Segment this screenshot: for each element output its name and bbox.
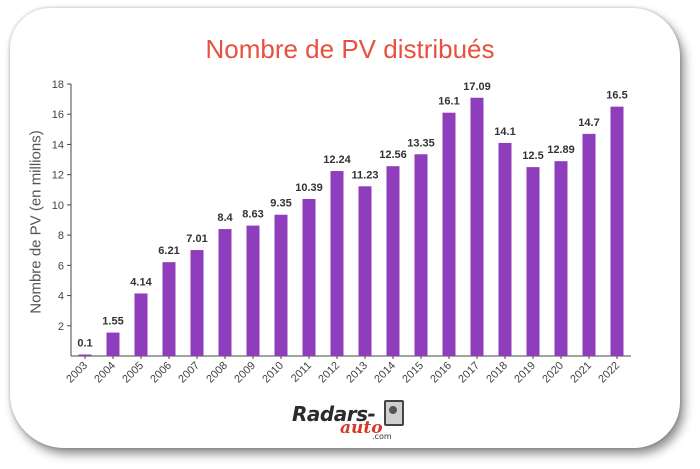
x-ticks: 2003 2004 2005 2006 2007 2008 2009 2010 2011 2012…: [64, 356, 622, 385]
y-tick-label: 2: [58, 321, 64, 333]
x-tick-label-2008: 2008: [204, 360, 230, 386]
value-label-2009: 8.63: [242, 209, 263, 221]
value-labels: 0.1 1.55 4.14 6.21 7.01 8.4 8.63 9.35 10.39 12.24…: [77, 81, 627, 350]
x-tick-label-2006: 2006: [148, 360, 174, 386]
x-tick-label-2012: 2012: [316, 360, 342, 386]
y-tick-label: 10: [52, 200, 64, 212]
logo-text-sub: auto: [340, 418, 383, 438]
y-tick-label: 16: [52, 109, 64, 121]
y-tick-label: 18: [52, 79, 64, 91]
x-tick-label-2018: 2018: [484, 360, 510, 386]
x-tick-label-2013: 2013: [344, 360, 370, 386]
value-label-2011: 10.39: [295, 182, 323, 194]
x-tick-label-2015: 2015: [400, 360, 426, 386]
x-tick-label-2010: 2010: [260, 360, 286, 386]
logo-text-main: Radars-: [292, 402, 376, 426]
x-tick-label-2004: 2004: [92, 360, 118, 386]
bar-2007: [190, 250, 204, 356]
chart-card: [10, 8, 680, 448]
value-label-2018: 14.1: [494, 126, 515, 138]
bar-2009: [246, 225, 260, 356]
bar-2013: [358, 186, 372, 356]
x-tick-label-2009: 2009: [232, 360, 258, 386]
value-label-2004: 1.55: [102, 316, 123, 328]
bar-2019: [526, 167, 540, 356]
bars: [78, 97, 624, 357]
bar-2004: [106, 332, 120, 356]
x-tick-label-2017: 2017: [456, 360, 482, 386]
value-label-2020: 12.89: [547, 144, 575, 156]
x-tick-label-2005: 2005: [120, 360, 146, 386]
value-label-2006: 6.21: [158, 245, 179, 257]
bar-2005: [134, 293, 148, 356]
y-ticks: 2 4 6 8 10 12 14 16 18: [52, 79, 71, 333]
bar-2015: [414, 154, 428, 356]
value-label-2015: 13.35: [407, 137, 435, 149]
bar-2021: [582, 133, 596, 356]
y-tick-label: 6: [58, 260, 64, 272]
y-tick-label: 4: [58, 291, 64, 303]
bar-2017: [470, 97, 484, 357]
x-tick-label-2020: 2020: [540, 360, 566, 386]
y-tick-label: 8: [58, 230, 64, 242]
x-tick-label-2011: 2011: [289, 360, 314, 385]
y-tick-label: 14: [52, 139, 64, 151]
value-label-2012: 12.24: [323, 154, 351, 166]
logo-text-domain: .com: [372, 432, 392, 441]
y-tick-label: 12: [52, 170, 64, 182]
bar-2006: [162, 262, 176, 356]
radars-auto-logo: Radars- auto .com: [292, 398, 412, 444]
value-label-2021: 14.7: [578, 117, 599, 129]
bar-2016: [442, 112, 456, 356]
value-label-2013: 11.23: [352, 169, 379, 181]
x-tick-label-2007: 2007: [176, 360, 202, 386]
value-label-2010: 9.35: [270, 198, 291, 210]
bar-2012: [330, 171, 344, 356]
x-tick-label-2022: 2022: [596, 360, 622, 386]
x-tick-label-2019: 2019: [512, 360, 538, 386]
value-label-2022: 16.5: [606, 90, 627, 102]
value-label-2003: 0.1: [77, 337, 92, 349]
x-tick-label-2014: 2014: [372, 360, 398, 386]
x-tick-label-2016: 2016: [428, 360, 454, 386]
bar-2011: [302, 198, 316, 356]
bar-2022: [610, 106, 624, 357]
speed-camera-icon: [384, 400, 404, 426]
bar-2020: [554, 161, 568, 356]
x-tick-label-2021: 2021: [568, 360, 594, 386]
value-label-2019: 12.5: [522, 150, 543, 162]
value-label-2005: 4.14: [130, 276, 152, 288]
value-label-2017: 17.09: [463, 81, 491, 93]
bar-2018: [498, 142, 512, 356]
value-label-2014: 12.56: [379, 149, 407, 161]
y-axis-label: Nombre de PV (en millions): [27, 130, 45, 314]
value-label-2016: 16.1: [438, 96, 459, 108]
x-tick-label-2003: 2003: [64, 360, 90, 386]
value-label-2007: 7.01: [186, 233, 207, 245]
bar-2010: [274, 214, 288, 356]
bar-2014: [386, 166, 400, 356]
chart-title: Nombre de PV distribués: [205, 34, 495, 64]
bar-2003: [78, 354, 92, 356]
value-label-2008: 8.4: [217, 212, 233, 224]
bar-2008: [218, 229, 232, 356]
